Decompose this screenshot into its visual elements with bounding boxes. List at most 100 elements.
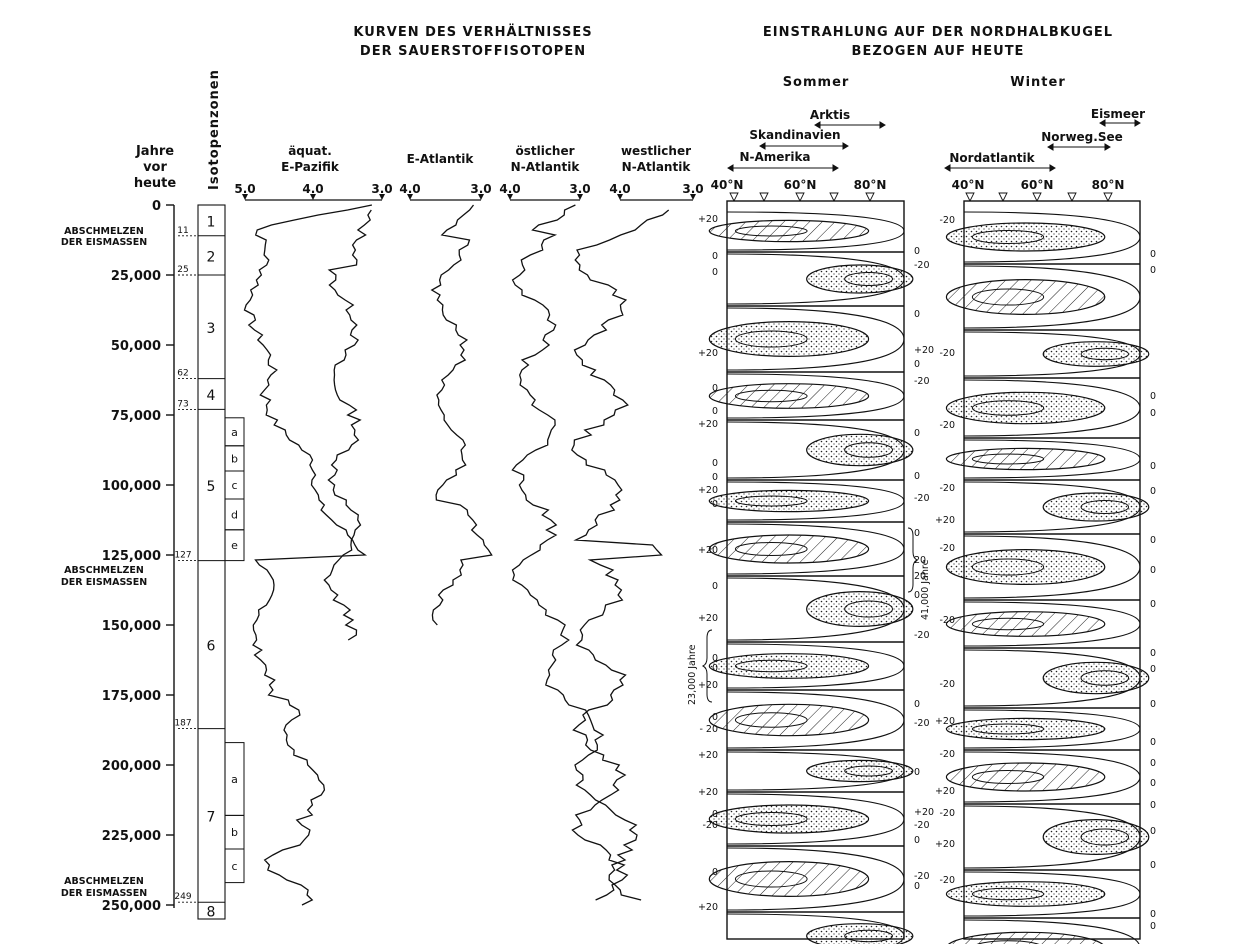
age-axis: Jahre vor heute 0 25,000 50,000 75,000 100,0… bbox=[102, 144, 177, 914]
contour-value-label: 0 bbox=[1150, 921, 1156, 932]
contour-value-label: 20 bbox=[914, 555, 926, 566]
zone-boundary-label: 11 bbox=[177, 226, 188, 236]
insolation-title-line2: BEZOGEN AUF HEUTE bbox=[852, 44, 1025, 59]
contour-value-label: -20 bbox=[702, 820, 718, 831]
contour-value-label: 0 bbox=[1150, 860, 1156, 871]
winter-panel: Eismeer Norweg.See Nordatlantik 40°N 60°… bbox=[935, 107, 1156, 944]
summer-lat-60: 60°N bbox=[784, 178, 817, 192]
curve-header-enatlantic-line1: östlicher bbox=[515, 144, 574, 158]
contour-value-label: 0 bbox=[712, 581, 718, 592]
contour-value-label: -20 bbox=[914, 376, 930, 387]
region-arktis: Arktis bbox=[810, 108, 850, 122]
winter-lat-40: 40°N bbox=[952, 178, 985, 192]
contour-value-label: 0 bbox=[1150, 408, 1156, 419]
melt-event-2-line1: ABSCHMELZEN bbox=[64, 565, 144, 576]
contour-value-label: 0 bbox=[1150, 599, 1156, 610]
negative-anomaly-area bbox=[806, 759, 914, 783]
contour-value-label: 0 bbox=[712, 251, 718, 262]
zone-label: 6 bbox=[207, 639, 216, 655]
curve-header-wnatlantic-line1: westlicher bbox=[621, 144, 691, 158]
positive-anomaly-area bbox=[708, 703, 870, 737]
zone-label: 4 bbox=[207, 388, 216, 404]
contour-value-label: +20 bbox=[914, 345, 934, 356]
zone-label: 3 bbox=[207, 321, 216, 337]
contour-value-label: +20 bbox=[935, 839, 955, 850]
positive-anomaly-area bbox=[708, 861, 870, 897]
contour-value-label: 0 bbox=[914, 767, 920, 778]
contour-value-label: 0 bbox=[1150, 648, 1156, 659]
zone-boundary-label: 62 bbox=[177, 369, 188, 379]
contour-value-label: 0 bbox=[712, 406, 718, 417]
negative-anomaly-area bbox=[1042, 819, 1150, 855]
inner-contour bbox=[971, 770, 1045, 784]
subzone-5-label: c bbox=[231, 479, 237, 492]
negative-anomaly-area bbox=[945, 549, 1106, 585]
curve-header-wnatlantic: westlicher N-Atlantik bbox=[621, 144, 691, 174]
subzone-5-label: b bbox=[231, 452, 238, 465]
inner-contour bbox=[734, 542, 808, 556]
curve-enatlantic bbox=[511, 204, 642, 901]
zones-column-frame bbox=[197, 204, 226, 920]
isotope-title-line2: DER SAUERSTOFFISOTOPEN bbox=[360, 44, 586, 59]
melt-event-1-line2: DER EISMASSEN bbox=[61, 237, 147, 248]
contour-value-label: 0 bbox=[1150, 486, 1156, 497]
contour-value-label: 0 bbox=[914, 309, 920, 320]
scale-epacific-tick-2: 3.0 bbox=[371, 182, 392, 196]
contour-value-label: +20 bbox=[698, 545, 718, 556]
positive-anomaly-area bbox=[945, 611, 1106, 637]
arrow-arktis bbox=[814, 121, 886, 129]
contour-line bbox=[726, 793, 905, 845]
inner-contour bbox=[971, 288, 1045, 306]
zones-title: Isotopenzonen bbox=[207, 69, 222, 190]
age-tick-label: 225,000 bbox=[102, 829, 161, 844]
contour-value-label: 0 bbox=[914, 881, 920, 892]
contour-value-label: 0 bbox=[914, 699, 920, 710]
contour-line bbox=[726, 307, 905, 371]
zone-boundary-label: 127 bbox=[174, 551, 191, 561]
contour-line bbox=[726, 211, 905, 251]
contour-value-label: 0 bbox=[712, 383, 718, 394]
inner-contour bbox=[1080, 670, 1130, 686]
summer-lat-80: 80°N bbox=[854, 178, 887, 192]
contour-value-label: +20 bbox=[698, 348, 718, 359]
subzone-7-box bbox=[224, 848, 245, 884]
contour-value-label: 0 bbox=[1150, 265, 1156, 276]
contour-line bbox=[963, 379, 1141, 437]
scale-wnatlantic-tick-1: 3.0 bbox=[682, 182, 703, 196]
contour-value-label: +20 bbox=[698, 613, 718, 624]
contour-value-label: -20 bbox=[939, 749, 955, 760]
positive-anomaly-area bbox=[945, 279, 1106, 315]
subzone-5-label: e bbox=[231, 539, 238, 552]
contour-line bbox=[726, 643, 905, 689]
melt-event-2: ABSCHMELZEN DER EISMASSEN bbox=[61, 565, 147, 588]
contour-value-label: +20 bbox=[698, 680, 718, 691]
contour-value-label: - 20 bbox=[699, 724, 718, 735]
curve-header-epacific: äquat. E-Pazifik bbox=[281, 144, 340, 174]
contour-line bbox=[963, 535, 1141, 599]
summer-heading: Sommer bbox=[783, 75, 850, 90]
age-tick-label: 25,000 bbox=[111, 269, 161, 284]
inner-contour bbox=[1080, 828, 1130, 846]
melt-event-3: ABSCHMELZEN DER EISMASSEN bbox=[61, 876, 147, 899]
inner-contour bbox=[971, 887, 1045, 901]
inner-contour bbox=[734, 659, 808, 673]
contour-value-label: +20 bbox=[698, 214, 718, 225]
negative-anomaly-area bbox=[1042, 661, 1150, 695]
contour-value-label: +20 bbox=[698, 787, 718, 798]
scale-epacific-tick-0: 5.0 bbox=[234, 182, 255, 196]
negative-anomaly-area bbox=[945, 881, 1106, 907]
inner-contour bbox=[976, 940, 1040, 944]
melt-event-2-line2: DER EISMASSEN bbox=[61, 577, 147, 588]
contour-value-label: -20 bbox=[914, 630, 930, 641]
curve-epacific-2 bbox=[323, 209, 372, 641]
winter-contours bbox=[945, 211, 1150, 944]
inner-contour bbox=[734, 812, 808, 826]
scale-epacific-markers bbox=[242, 194, 385, 200]
contour-line bbox=[726, 847, 905, 911]
contour-value-label: 0 bbox=[712, 458, 718, 469]
inner-contour bbox=[1080, 500, 1130, 514]
zone-label: 2 bbox=[207, 249, 216, 265]
contour-value-label: +20 bbox=[698, 419, 718, 430]
insolation-title-line1: EINSTRAHLUNG AUF DER NORDHALBKUGEL bbox=[763, 25, 1113, 40]
